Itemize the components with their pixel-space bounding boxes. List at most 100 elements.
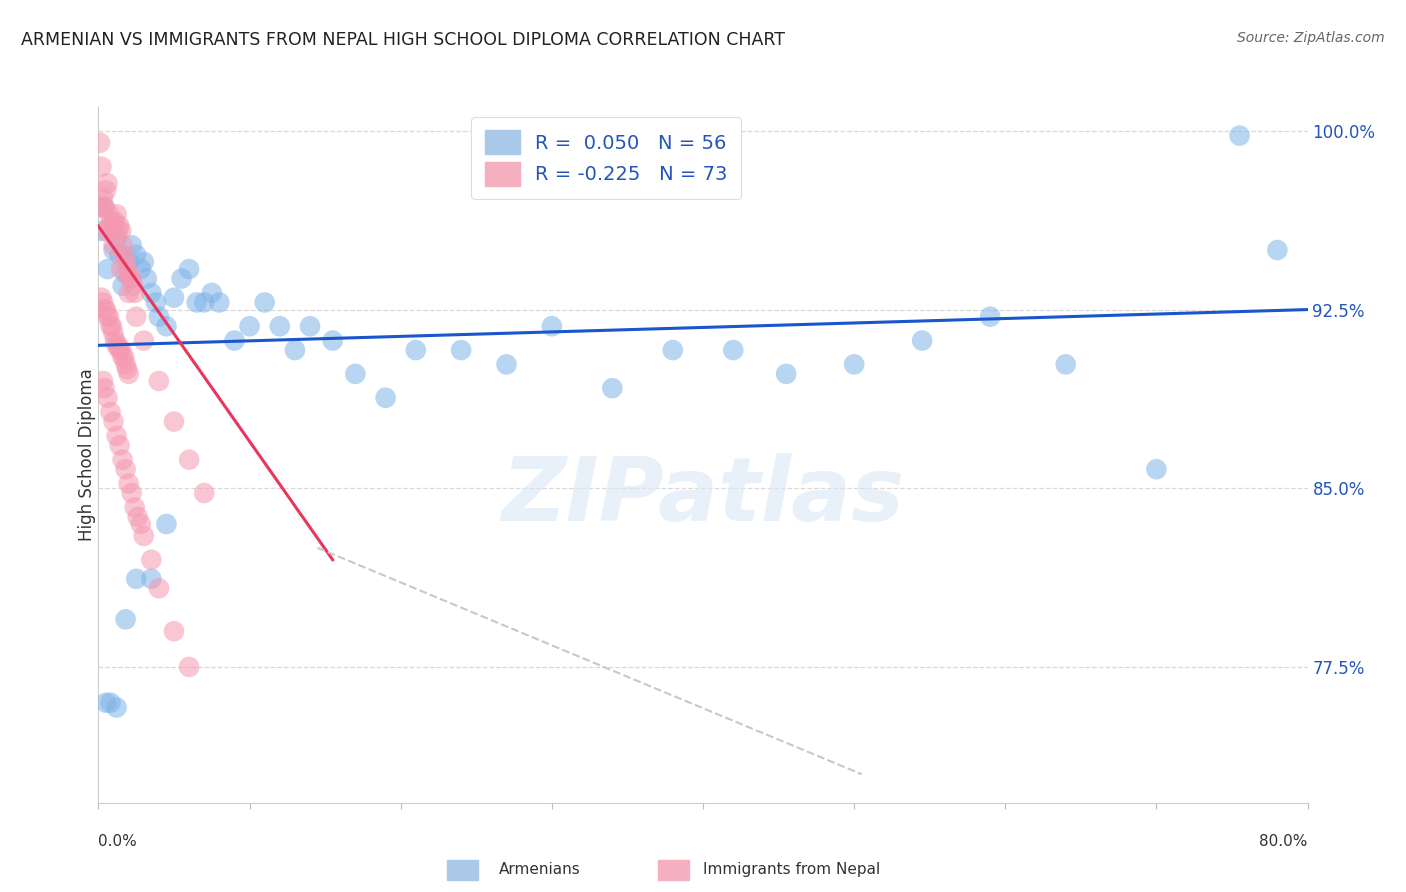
Point (284, 343, 307, 357)
Point (107, 224, 129, 238)
Point (112, 248, 135, 262)
Point (98, 207, 121, 221)
Point (110, 262, 132, 277)
Point (94, 696, 117, 710)
Point (103, 326, 125, 341)
Point (775, 367, 797, 381)
Point (148, 582, 170, 596)
Point (93, 200, 115, 214)
Point (96, 262, 118, 277)
Point (111, 350, 134, 364)
Point (100, 405, 122, 419)
Point (93, 381, 115, 395)
Point (121, 486, 143, 500)
Point (1054, 357, 1077, 371)
Point (104, 214, 127, 228)
Point (127, 509, 149, 524)
Point (111, 278, 134, 293)
Point (141, 553, 163, 567)
Point (96, 391, 118, 405)
Point (100, 219, 122, 234)
Point (90, 160, 112, 174)
Point (98, 310, 121, 324)
Point (103, 238, 125, 252)
Point (155, 319, 177, 334)
Legend: R =  0.050   N = 56, R = -0.225   N = 73: R = 0.050 N = 56, R = -0.225 N = 73 (471, 117, 741, 199)
Point (110, 343, 132, 357)
Point (103, 224, 125, 238)
Point (322, 334, 344, 348)
Point (103, 243, 125, 257)
Point (141, 572, 163, 586)
Point (105, 231, 128, 245)
Point (115, 262, 138, 277)
Text: 80.0%: 80.0% (1260, 834, 1308, 849)
Point (118, 255, 141, 269)
Point (111, 238, 134, 252)
Point (101, 214, 124, 228)
Point (179, 262, 201, 277)
Point (163, 291, 186, 305)
Point (135, 271, 157, 285)
Point (179, 660, 201, 674)
Point (107, 338, 129, 352)
Text: 0.0%: 0.0% (98, 834, 138, 849)
Point (118, 267, 141, 281)
Point (93, 200, 115, 214)
Point (108, 343, 131, 357)
Point (844, 357, 866, 371)
Point (602, 381, 624, 395)
Point (495, 357, 517, 371)
Point (91, 295, 114, 310)
Point (110, 224, 132, 238)
Point (114, 267, 136, 281)
Point (269, 319, 291, 334)
Point (129, 516, 152, 531)
Point (124, 285, 146, 300)
Point (155, 516, 177, 531)
Text: ARMENIAN VS IMMIGRANTS FROM NEPAL HIGH SCHOOL DIPLOMA CORRELATION CHART: ARMENIAN VS IMMIGRANTS FROM NEPAL HIGH S… (21, 31, 785, 49)
Y-axis label: High School Diploma: High School Diploma (79, 368, 96, 541)
Point (163, 624, 186, 639)
Point (104, 334, 127, 348)
Point (118, 476, 141, 491)
Point (170, 271, 193, 285)
Point (723, 343, 745, 357)
Point (125, 310, 148, 324)
Point (103, 415, 125, 429)
Point (148, 374, 170, 388)
Point (163, 415, 186, 429)
Point (208, 295, 231, 310)
Point (94, 224, 117, 238)
Point (145, 295, 167, 310)
Point (118, 367, 141, 381)
Point (1267, 243, 1289, 257)
Point (105, 338, 128, 352)
Point (124, 500, 146, 515)
Point (90, 200, 112, 214)
Point (108, 438, 131, 452)
Point (121, 238, 143, 252)
Point (224, 334, 246, 348)
Point (344, 367, 367, 381)
Point (148, 310, 170, 324)
Point (122, 278, 145, 293)
Point (125, 572, 148, 586)
Point (114, 357, 136, 371)
Point (93, 302, 115, 317)
Point (101, 319, 124, 334)
Point (179, 452, 201, 467)
Point (132, 334, 155, 348)
Point (239, 319, 262, 334)
Point (118, 285, 141, 300)
Point (91, 374, 114, 388)
Point (120, 271, 142, 285)
Point (94, 183, 117, 197)
Point (91, 191, 114, 205)
Text: Armenians: Armenians (499, 863, 581, 877)
Point (96, 176, 118, 190)
Point (405, 343, 427, 357)
Point (100, 319, 122, 334)
Point (114, 462, 136, 476)
Point (129, 262, 152, 277)
